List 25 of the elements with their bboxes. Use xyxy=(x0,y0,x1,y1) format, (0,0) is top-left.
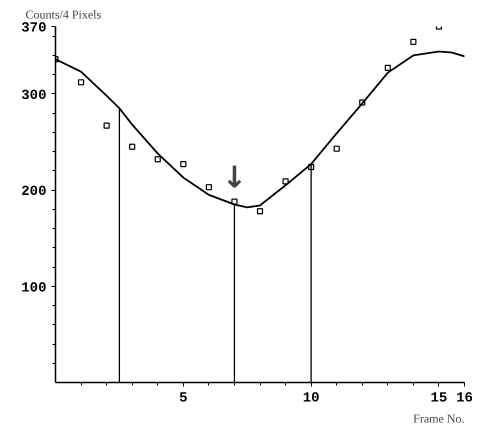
y-tick-label: 100 xyxy=(21,280,47,296)
y-tick-label: 300 xyxy=(21,88,47,104)
point xyxy=(334,146,340,152)
point xyxy=(282,178,289,185)
point xyxy=(231,198,238,205)
point xyxy=(129,144,136,150)
y-tick-label: 200 xyxy=(21,184,47,200)
point xyxy=(359,99,366,106)
point xyxy=(384,64,391,71)
x-axis-title: Frame No. xyxy=(413,412,465,426)
point xyxy=(78,79,84,86)
x-tick-label: 15 xyxy=(430,390,448,406)
point xyxy=(154,156,161,162)
point xyxy=(206,184,212,190)
y-axis-title: Counts/4 Pixels xyxy=(26,8,102,22)
point xyxy=(308,164,314,170)
point xyxy=(104,122,110,129)
y-tick-label: 370 xyxy=(21,20,47,36)
point xyxy=(180,160,186,168)
x-tick-label: 16 xyxy=(456,390,473,406)
x-tick-label: 10 xyxy=(302,390,320,406)
annotation: ↓ xyxy=(222,160,248,196)
point xyxy=(256,208,264,214)
x-tick-label: 5 xyxy=(179,390,188,406)
point xyxy=(410,38,416,45)
